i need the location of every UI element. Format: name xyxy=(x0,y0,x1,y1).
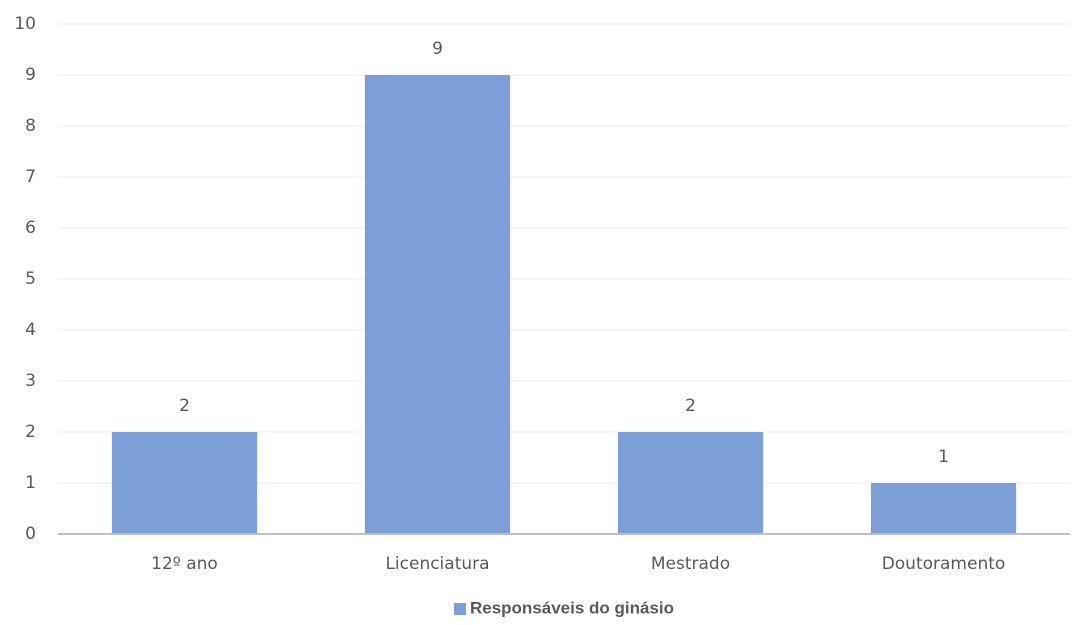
y-tick-label: 3 xyxy=(25,371,36,391)
y-tick-label: 8 xyxy=(25,116,36,136)
data-label: 2 xyxy=(685,396,696,416)
x-tick-label: Mestrado xyxy=(651,554,730,574)
x-tick-label: Licenciatura xyxy=(385,554,489,574)
legend-label: Responsáveis do ginásio xyxy=(470,598,674,617)
y-tick-label: 4 xyxy=(25,320,36,340)
bar xyxy=(111,432,258,534)
y-tick-label: 1 xyxy=(25,473,36,493)
data-label: 1 xyxy=(938,447,949,467)
x-tick-label: Doutoramento xyxy=(882,554,1006,574)
data-label: 2 xyxy=(179,396,190,416)
legend-swatch xyxy=(453,603,466,615)
x-tick-label: 12º ano xyxy=(151,554,218,574)
y-tick-label: 0 xyxy=(25,524,36,544)
y-tick-label: 6 xyxy=(25,218,36,238)
bar xyxy=(364,75,511,534)
bar xyxy=(617,432,764,534)
y-tick-label: 10 xyxy=(14,14,36,34)
y-tick-label: 5 xyxy=(25,269,36,289)
bar xyxy=(870,483,1017,534)
y-tick-label: 9 xyxy=(25,65,36,85)
data-label: 9 xyxy=(432,39,443,59)
y-tick-label: 2 xyxy=(25,422,36,442)
y-tick-label: 7 xyxy=(25,167,36,187)
